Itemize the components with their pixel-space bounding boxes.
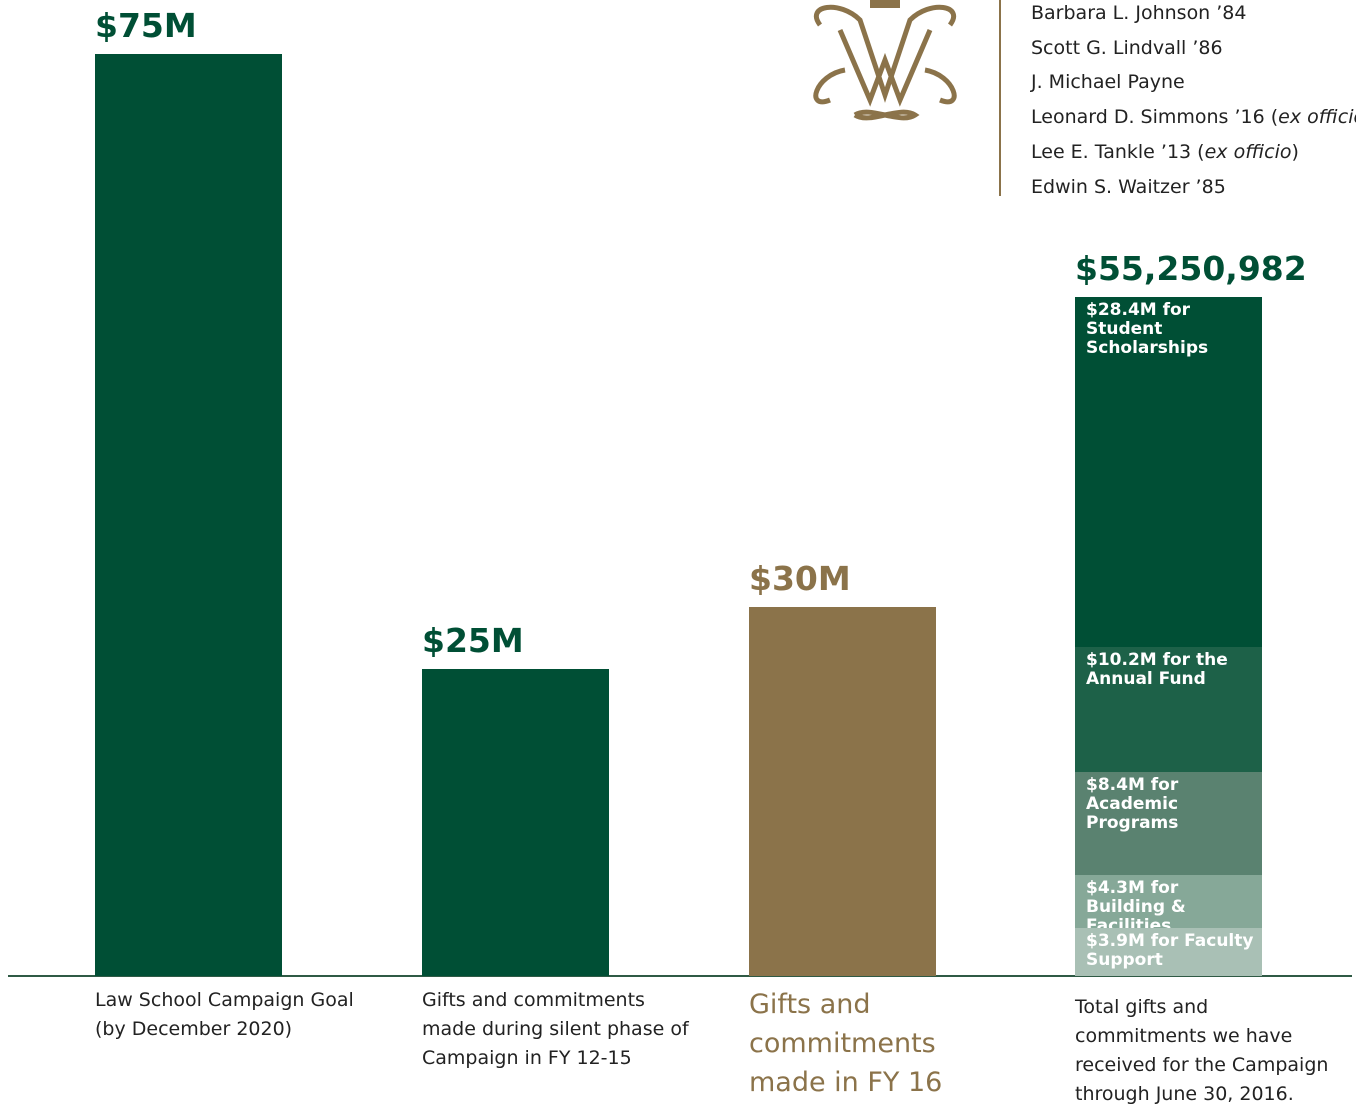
baseline [8,975,1352,977]
value-label: $55,250,982 [1075,248,1307,288]
name-part: Lee E. Tankle ’13 ( [1031,140,1205,163]
name-part: Leonard D. Simmons ’16 ( [1031,106,1279,129]
category-label: Total gifts and commitments we have rece… [1075,996,1329,1105]
category-label: Gifts and commitments made during silent… [422,989,689,1069]
category-label: Law School Campaign Goal (by December 20… [95,989,354,1040]
category-label: Gifts and commitments made in FY 16 [749,989,943,1098]
stack-segment: $3.9M for Faculty Support [1075,928,1262,976]
name-part: ex officio [1204,140,1292,163]
value-label: $25M [422,620,524,660]
name-part: J. Michael Payne [1031,71,1185,94]
stack-segment: $8.4M for Academic Programs [1075,771,1262,876]
name: Leonard D. Simmons ’16 (ex officio) [1031,106,1356,128]
bar [749,607,936,976]
name: J. Michael Payne [1031,71,1185,93]
name: Barbara L. Johnson ’84 [1031,2,1247,24]
bar [95,54,282,976]
name-part: Edwin S. Waitzer ’85 [1031,175,1226,198]
logo [813,0,957,121]
stack-segment: $28.4M for Student Scholarships [1075,297,1262,647]
name-part: ex officio [1278,106,1356,129]
name: Lee E. Tankle ’13 (ex officio) [1031,141,1299,163]
value-label: $75M [95,6,197,45]
stack-segment: $4.3M for Building & Facilities [1075,875,1262,929]
name: Edwin S. Waitzer ’85 [1031,176,1226,198]
value-label: $30M [749,559,851,599]
name: Scott G. Lindvall ’86 [1031,37,1223,59]
name-part: Barbara L. Johnson ’84 [1031,2,1247,24]
divider [999,0,1001,196]
bar [422,668,609,976]
stack-segment: $10.2M for the Annual Fund [1075,646,1262,772]
name-part: Scott G. Lindvall ’86 [1031,36,1223,59]
name-part: ) [1291,140,1299,163]
